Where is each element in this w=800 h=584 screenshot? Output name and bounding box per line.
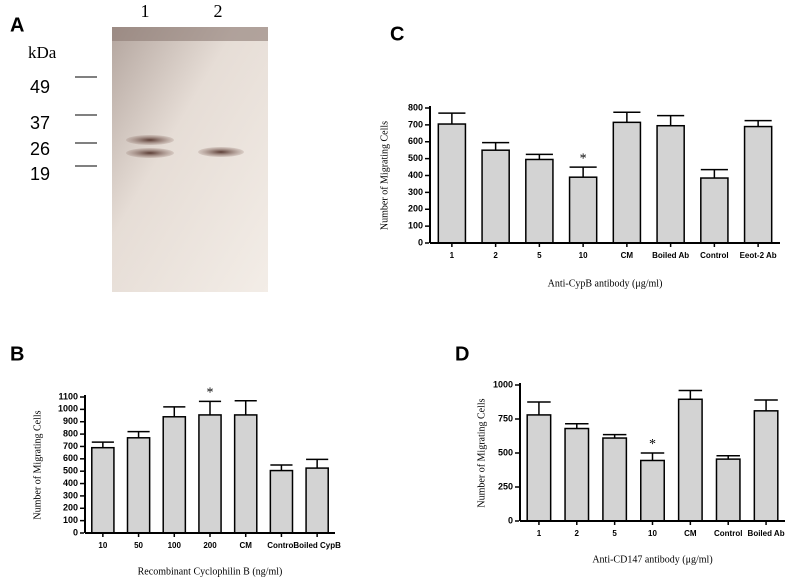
x-tick-label: Boiled CypB (293, 541, 341, 550)
annotation: * (649, 437, 656, 452)
gel-band (126, 135, 174, 145)
bar (269, 469, 294, 534)
bar (481, 149, 510, 244)
panel-label: C (390, 23, 404, 45)
annotation: * (207, 386, 214, 401)
y-tick-label: 1100 (58, 391, 78, 401)
y-tick-label: 600 (408, 136, 423, 146)
y-tick-label: 300 (63, 490, 78, 500)
x-tick-label: 10 (579, 251, 588, 260)
y-tick-label: 600 (63, 453, 78, 463)
bar (568, 176, 598, 244)
lane-label: 1 (141, 1, 150, 21)
marker-label: 19 (30, 164, 50, 184)
x-tick-label: 2 (493, 251, 498, 260)
x-tick-label: Boiled Ab (652, 251, 689, 260)
gel-band (198, 147, 244, 157)
bar (612, 121, 642, 244)
x-tick-label: 10 (98, 541, 107, 550)
bar (656, 124, 685, 244)
y-tick-label: 750 (498, 413, 513, 423)
x-tick-label: Control (267, 541, 295, 550)
x-tick-label: 1 (537, 529, 542, 538)
gel-band (126, 148, 174, 158)
y-tick-label: 400 (408, 170, 423, 180)
y-tick-label: 500 (498, 447, 513, 457)
y-axis-label: Number of Migrating Cells (379, 121, 390, 230)
y-axis-label: Number of Migrating Cells (476, 398, 487, 507)
x-tick-label: 5 (612, 529, 617, 538)
marker-label: 49 (30, 77, 50, 97)
y-tick-label: 500 (408, 153, 423, 163)
panel-label: B (10, 343, 24, 365)
bar (525, 158, 554, 244)
bar (91, 446, 115, 534)
x-tick-label: CM (621, 251, 634, 260)
bar (753, 410, 779, 522)
bar (743, 125, 773, 244)
panel-label: D (455, 343, 469, 365)
x-tick-label: 5 (537, 251, 542, 260)
x-tick-label: 100 (168, 541, 182, 550)
y-tick-label: 700 (63, 441, 78, 451)
x-tick-label: Control (714, 529, 742, 538)
bar (437, 123, 467, 244)
bar (640, 459, 665, 522)
gel-top (112, 27, 268, 41)
y-axis-label: Number of Migrating Cells (32, 410, 43, 519)
y-tick-label: 200 (408, 204, 423, 214)
y-tick-label: 700 (408, 119, 423, 129)
x-tick-label: CM (684, 529, 697, 538)
y-tick-label: 100 (63, 515, 78, 525)
bar (198, 414, 222, 534)
x-axis-label: Anti-CD147 antibody (μg/ml) (592, 554, 712, 565)
bar (715, 458, 741, 522)
bar (305, 467, 329, 534)
x-tick-label: CM (239, 541, 252, 550)
y-tick-label: 200 (63, 503, 78, 513)
x-tick-label: 1 (450, 251, 455, 260)
x-axis-label: Anti-CypB antibody (μg/ml) (548, 278, 663, 289)
bar (526, 414, 552, 522)
lane-label: 2 (214, 1, 223, 21)
y-tick-label: 900 (63, 416, 78, 426)
x-tick-label: Eeot-2 Ab (740, 251, 777, 260)
bar (564, 427, 590, 522)
x-axis-label: Recombinant Cyclophilin B (ng/ml) (138, 566, 283, 577)
x-tick-label: Control (700, 251, 728, 260)
bar (677, 398, 703, 522)
unit-label: kDa (28, 43, 57, 62)
y-tick-label: 0 (508, 515, 513, 525)
bar (700, 177, 729, 244)
marker-label: 37 (30, 113, 50, 133)
y-tick-label: 250 (498, 481, 513, 491)
y-tick-label: 300 (408, 187, 423, 197)
y-tick-label: 1000 (58, 404, 78, 414)
panel-label: A (10, 14, 24, 36)
y-tick-label: 800 (408, 102, 423, 112)
annotation: * (580, 151, 587, 166)
y-tick-label: 400 (63, 478, 78, 488)
x-tick-label: 200 (203, 541, 217, 550)
bar (126, 437, 151, 534)
gel-panel: A kDa 1 2 49 37 26 19 (10, 1, 268, 292)
y-tick-label: 800 (63, 428, 78, 438)
y-tick-label: 500 (63, 466, 78, 476)
x-tick-label: 2 (575, 529, 580, 538)
y-tick-label: 1000 (493, 379, 513, 389)
marker-label: 26 (30, 139, 50, 159)
x-tick-label: 10 (648, 529, 657, 538)
bar (233, 414, 258, 534)
y-tick-label: 0 (418, 237, 423, 247)
y-tick-label: 100 (408, 221, 423, 231)
y-tick-label: 0 (73, 527, 78, 537)
bar (602, 437, 628, 522)
x-tick-label: 50 (134, 541, 143, 550)
bar (162, 416, 187, 534)
gel-image (112, 27, 268, 292)
x-tick-label: Boiled Ab (748, 529, 785, 538)
